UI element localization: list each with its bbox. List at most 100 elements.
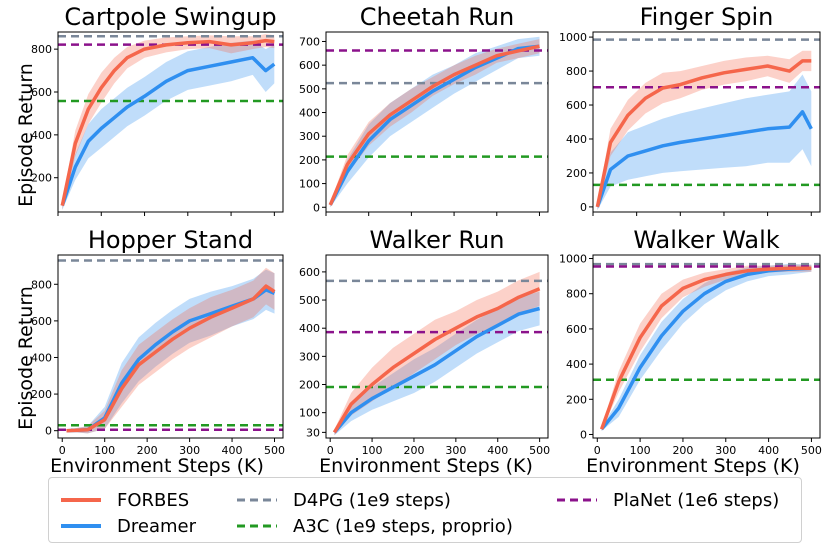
legend-item: Dreamer <box>61 516 197 537</box>
legend-entries: FORBES Dreamer D4PG (1e9 steps) A3C (1e9 st… <box>61 490 779 537</box>
subplot-title: Walker Run <box>370 226 505 254</box>
x-tick-label: 300 <box>179 444 200 457</box>
series-dreamer <box>328 44 540 206</box>
y-tick-label: 0 <box>580 201 587 214</box>
y-tick-label: 400 <box>566 358 587 371</box>
series-forbes <box>599 266 812 430</box>
series-forbes <box>66 284 276 433</box>
subplot-4: Walker Run 30 100 200 300 400 500 600 0 100 200 300… <box>299 226 550 457</box>
axes-frame <box>325 31 549 213</box>
band-dreamer <box>597 74 812 211</box>
legend-label: A3C (1e9 steps, proprio) <box>293 516 513 537</box>
x-tick-label: 0 <box>59 444 66 457</box>
x-tick-label: 200 <box>137 444 158 457</box>
x-tick-label: 200 <box>403 444 424 457</box>
y-tick-label: 0 <box>45 425 52 438</box>
x-axis-label-middle: Environment Steps (K) <box>319 455 533 477</box>
y-tick-label: 300 <box>299 130 320 143</box>
x-tick-label: 500 <box>529 444 550 457</box>
x-axis-label-right: Environment Steps (K) <box>586 455 800 477</box>
y-tick-label: 400 <box>566 133 587 146</box>
plot-area <box>326 36 548 208</box>
band-forbes <box>62 34 275 210</box>
x-tick-label: 100 <box>630 444 651 457</box>
y-tick-label: 600 <box>299 59 320 72</box>
y-tick-label: 1000 <box>559 31 587 44</box>
y-tick-label: 1000 <box>559 253 587 266</box>
y-tick-label: 600 <box>31 315 52 328</box>
y-tick-label: 500 <box>299 83 320 96</box>
legend-item: PlaNet (1e6 steps) <box>557 490 779 511</box>
y-tick-label: 800 <box>566 65 587 78</box>
x-axis-label-left: Environment Steps (K) <box>50 455 264 477</box>
plot-area <box>326 271 548 436</box>
x-tick-label: 200 <box>672 444 693 457</box>
plot-area <box>593 262 820 431</box>
subplot-title: Hopper Stand <box>88 226 253 254</box>
x-tick-label: 500 <box>264 444 285 457</box>
axes-frame <box>592 31 821 213</box>
band-dreamer <box>601 263 812 431</box>
y-tick-label: 800 <box>566 288 587 301</box>
y-tick-label: 200 <box>31 172 52 185</box>
legend: FORBES Dreamer D4PG (1e9 steps) A3C (1e9 st… <box>48 477 802 543</box>
y-tick-label: 400 <box>299 322 320 335</box>
subplot-title: Cartpole Swingup <box>64 3 276 31</box>
legend-item: A3C (1e9 steps, proprio) <box>237 516 513 537</box>
axes-frame <box>325 254 549 439</box>
series-forbes <box>332 287 541 434</box>
y-tick-label: 800 <box>31 278 52 291</box>
x-tick-label: 100 <box>94 444 115 457</box>
legend-label: FORBES <box>117 490 189 511</box>
series-dreamer <box>333 306 541 434</box>
y-tick-label: 100 <box>299 178 320 191</box>
y-tick-label: 600 <box>299 266 320 279</box>
y-axis-label-top: Episode Return <box>15 63 37 207</box>
plot-area <box>58 34 283 210</box>
series-forbes <box>328 44 540 206</box>
band-forbes <box>66 267 275 434</box>
y-tick-label: 400 <box>31 129 52 142</box>
subplot-2: Finger Spin 0 200 400 600 800 1000 <box>559 3 821 216</box>
legend-item: FORBES <box>61 490 189 511</box>
y-tick-label: 0 <box>580 428 587 441</box>
band-forbes <box>330 39 540 208</box>
x-tick-label: 400 <box>222 444 243 457</box>
x-tick-label: 400 <box>487 444 508 457</box>
legend-label: PlaNet (1e6 steps) <box>613 490 779 511</box>
subplot-3: Hopper Stand 0 200 400 600 800 0 100 200 300 400 50… <box>31 226 285 457</box>
y-tick-label: 600 <box>31 86 52 99</box>
band-forbes <box>601 264 812 431</box>
series-forbes <box>60 38 275 206</box>
y-tick-label: 200 <box>299 154 320 167</box>
subplot-title: Walker Walk <box>633 226 779 254</box>
legend-label: Dreamer <box>117 516 197 537</box>
x-tick-label: 0 <box>327 444 334 457</box>
y-tick-label: 200 <box>566 167 587 180</box>
y-tick-label: 0 <box>313 201 320 214</box>
x-tick-label: 500 <box>801 444 822 457</box>
y-axis-label-bottom: Episode Return <box>15 286 37 430</box>
y-tick-label: 500 <box>299 294 320 307</box>
y-tick-label: 600 <box>566 99 587 112</box>
subplot-title: Cheetah Run <box>360 3 514 31</box>
y-tick-label: 200 <box>566 393 587 406</box>
y-tick-label: 200 <box>31 388 52 401</box>
subplots: Cartpole Swingup 200 400 600 800 Cheetah Run 0… <box>31 3 822 457</box>
series-dreamer <box>60 55 276 207</box>
y-tick-label: 30 <box>306 426 320 439</box>
y-tick-label: 700 <box>299 35 320 48</box>
subplot-title: Finger Spin <box>640 3 774 31</box>
x-tick-label: 300 <box>715 444 736 457</box>
plot-area <box>593 38 820 211</box>
y-tick-label: 100 <box>299 407 320 420</box>
y-tick-label: 400 <box>299 107 320 120</box>
plot-area <box>58 259 283 434</box>
series-forbes <box>595 59 812 208</box>
band-forbes <box>597 50 812 211</box>
x-tick-label: 300 <box>445 444 466 457</box>
subplot-0: Cartpole Swingup 200 400 600 800 <box>31 3 284 216</box>
y-tick-label: 200 <box>299 379 320 392</box>
axes-frame <box>57 254 284 439</box>
